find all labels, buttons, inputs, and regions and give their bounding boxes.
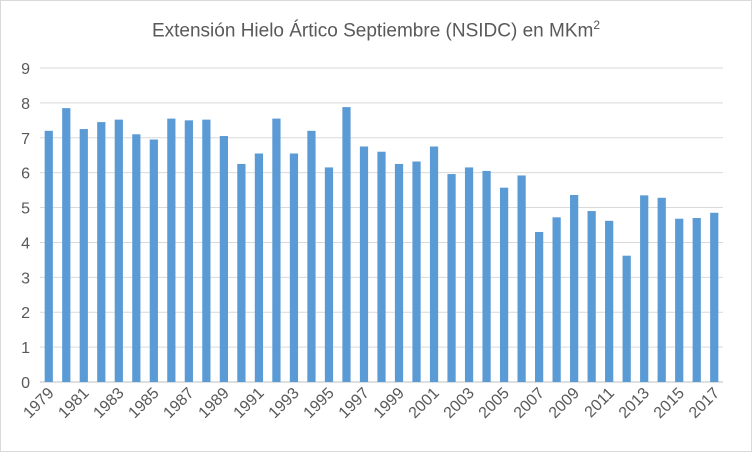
- bar-1994: [307, 130, 316, 382]
- bar-2017: [710, 212, 719, 382]
- x-tick-label: 1989: [196, 385, 233, 422]
- bar-series: [44, 107, 719, 383]
- bar-2001: [429, 146, 439, 382]
- bar-1985: [149, 139, 158, 382]
- bar-2008: [552, 217, 561, 382]
- bar-1981: [79, 129, 88, 382]
- x-tick-label: 1983: [90, 385, 127, 422]
- bar-2016: [692, 218, 701, 382]
- bar-1983: [114, 119, 123, 382]
- bar-2012: [622, 255, 631, 382]
- bar-2000: [412, 161, 421, 382]
- bar-2006: [517, 175, 526, 382]
- y-tick-label: 2: [21, 305, 30, 322]
- bar-2003: [464, 167, 474, 382]
- bar-1990: [237, 163, 246, 382]
- y-tick-label: 1: [21, 340, 30, 357]
- x-axis: 1979198119831985198719891991199319951997…: [20, 385, 723, 422]
- y-tick-label: 3: [21, 270, 30, 287]
- y-tick-label: 6: [21, 166, 30, 183]
- bar-1987: [184, 120, 193, 382]
- bar-2007: [534, 231, 544, 382]
- bar-1998: [377, 151, 386, 382]
- bar-2013: [640, 195, 649, 382]
- x-tick-label: 1997: [336, 385, 373, 422]
- bar-1988: [202, 119, 211, 382]
- y-tick-label: 4: [21, 235, 30, 252]
- y-tick-label: 7: [21, 131, 30, 148]
- bar-2010: [587, 211, 596, 382]
- x-tick-label: 1985: [125, 385, 162, 422]
- bar-1989: [219, 136, 229, 382]
- y-tick-label: 0: [21, 375, 30, 392]
- bar-2009: [570, 194, 579, 382]
- bar-2014: [657, 197, 666, 382]
- x-tick-label: 2017: [686, 385, 723, 422]
- bar-1995: [324, 167, 334, 382]
- x-tick-label: 2007: [511, 385, 548, 422]
- x-tick-label: 2011: [582, 385, 618, 421]
- y-axis: 0 1 2 3 4 5 6 7 8 9: [21, 61, 30, 392]
- bar-1997: [359, 146, 369, 382]
- y-tick-label: 5: [21, 201, 30, 218]
- chart-title-superscript: 2: [593, 18, 601, 32]
- bar-1999: [394, 163, 404, 382]
- x-tick-label: 1981: [55, 385, 92, 422]
- x-tick-label: 1991: [231, 385, 268, 422]
- bar-2011: [605, 220, 614, 382]
- x-tick-label: 2003: [441, 385, 478, 422]
- chart-title-text: Extensión Hielo Ártico Septiembre (NSIDC…: [151, 20, 594, 42]
- x-tick-label: 1995: [301, 385, 338, 422]
- x-tick-label: 2001: [406, 385, 443, 422]
- y-tick-label: 8: [21, 96, 30, 113]
- bar-1991: [254, 153, 264, 382]
- x-tick-label: 2009: [546, 385, 583, 422]
- x-tick-label: 1993: [266, 385, 303, 422]
- bar-1982: [97, 122, 106, 383]
- bar-2004: [482, 170, 491, 382]
- bar-1992: [272, 118, 281, 382]
- bar-2002: [447, 174, 456, 382]
- bar-1986: [167, 118, 176, 382]
- bar-1980: [62, 108, 71, 382]
- x-tick-label: 2013: [616, 385, 653, 422]
- x-tick-label: 2005: [476, 385, 513, 422]
- bar-1996: [342, 107, 351, 382]
- y-tick-label: 9: [21, 61, 30, 78]
- x-tick-label: 1999: [371, 385, 408, 422]
- bar-1979: [44, 130, 53, 382]
- bar-1984: [132, 134, 141, 382]
- x-tick-label: 2015: [651, 385, 688, 422]
- bar-2015: [675, 218, 684, 382]
- bar-1993: [289, 153, 299, 382]
- bar-2005: [499, 187, 509, 382]
- chart-title: Extensión Hielo Ártico Septiembre (NSIDC…: [0, 18, 752, 42]
- x-tick-label: 1987: [160, 385, 197, 422]
